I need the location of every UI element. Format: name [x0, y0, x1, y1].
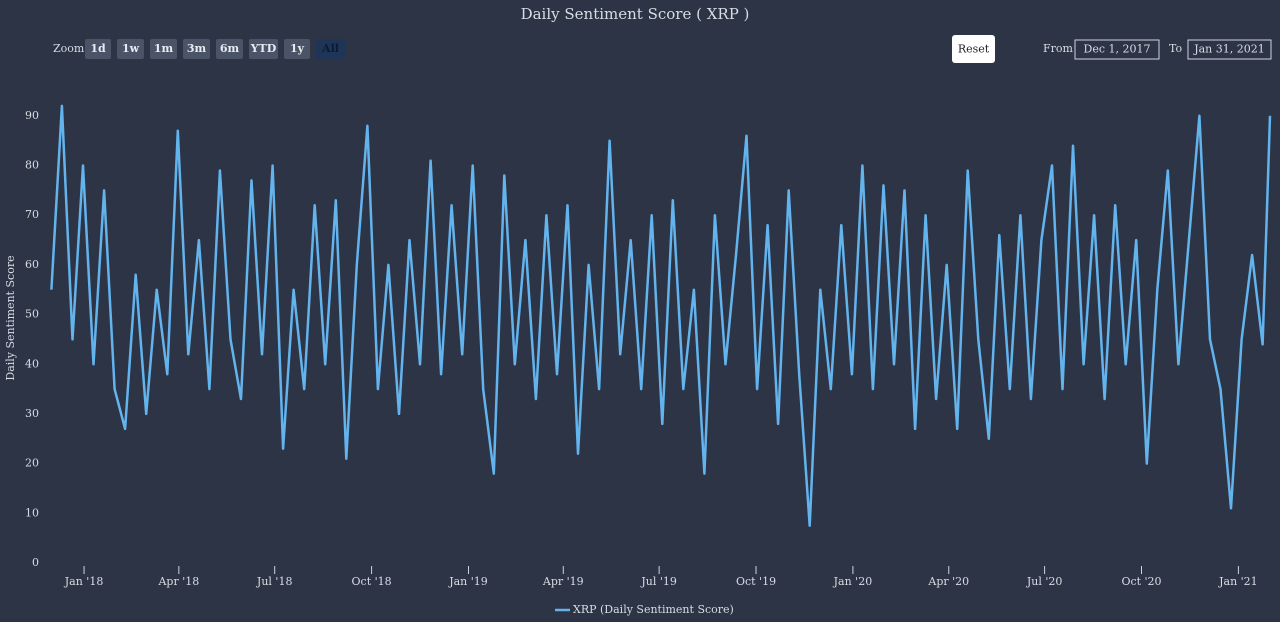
- y-tick-label: 0: [32, 556, 39, 569]
- x-tick-label: Apr '20: [927, 575, 969, 588]
- x-tick-label: Oct '18: [352, 575, 392, 588]
- y-tick-label: 80: [25, 159, 39, 172]
- to-label: To: [1169, 42, 1182, 55]
- reset-button-bg[interactable]: [952, 35, 995, 63]
- zoom-button[interactable]: 1y: [284, 39, 310, 59]
- y-tick-label: 50: [25, 308, 39, 321]
- y-tick-label: 10: [25, 506, 39, 519]
- x-tick-label: Oct '19: [736, 575, 776, 588]
- y-tick-label: 90: [25, 109, 39, 122]
- zoom-button-bg[interactable]: [316, 39, 345, 59]
- zoom-button[interactable]: 1w: [117, 39, 144, 59]
- zoom-button[interactable]: 6m: [216, 39, 243, 59]
- zoom-button-bg[interactable]: [85, 39, 111, 59]
- zoom-button-bg[interactable]: [216, 39, 243, 59]
- reset-label[interactable]: Reset: [958, 43, 990, 56]
- from-input[interactable]: [1074, 39, 1160, 60]
- from-label: From: [1043, 42, 1074, 55]
- zoom-button[interactable]: 3m: [183, 39, 210, 59]
- zoom-button[interactable]: 1m: [150, 39, 177, 59]
- zoom-button-label[interactable]: 1m: [154, 42, 174, 55]
- zoom-button-bg[interactable]: [150, 39, 177, 59]
- x-tick-label: Jul '18: [256, 575, 293, 588]
- from-date[interactable]: Dec 1, 2017: [1084, 43, 1151, 56]
- zoom-button-label[interactable]: 1d: [90, 42, 106, 55]
- zoom-button-label[interactable]: 1w: [122, 42, 140, 55]
- x-tick-label: Apr '18: [157, 575, 199, 588]
- legend-label[interactable]: XRP (Daily Sentiment Score): [573, 603, 734, 616]
- x-tick-label: Oct '20: [1121, 575, 1161, 588]
- zoom-button-label[interactable]: All: [321, 42, 339, 55]
- zoom-button[interactable]: All: [316, 39, 345, 59]
- x-tick-label: Jan '19: [448, 575, 488, 588]
- y-tick-label: 70: [25, 208, 39, 221]
- x-tick-label: Jan '18: [64, 575, 104, 588]
- y-tick-label: 40: [25, 357, 39, 370]
- zoom-button-label[interactable]: 6m: [220, 42, 240, 55]
- y-tick-label: 30: [25, 407, 39, 420]
- zoom-button-bg[interactable]: [249, 39, 278, 59]
- zoom-button-label[interactable]: 3m: [187, 42, 207, 55]
- zoom-button[interactable]: 1d: [85, 39, 111, 59]
- zoom-button-label[interactable]: 1y: [290, 42, 305, 55]
- data-line: [50, 104, 1272, 527]
- reset-button[interactable]: Reset: [952, 35, 995, 63]
- chart-title: Daily Sentiment Score ( XRP ): [521, 5, 750, 23]
- zoom-button-bg[interactable]: [183, 39, 210, 59]
- zoom-label: Zoom: [53, 42, 85, 55]
- x-tick-label: Jul '19: [640, 575, 677, 588]
- x-tick-label: Jan '21: [1218, 575, 1258, 588]
- x-tick-label: Apr '19: [542, 575, 584, 588]
- zoom-button-bg[interactable]: [117, 39, 144, 59]
- x-tick-label: Jan '20: [833, 575, 873, 588]
- y-tick-label: 60: [25, 258, 39, 271]
- zoom-button-label[interactable]: YTD: [250, 42, 277, 55]
- to-input[interactable]: [1187, 39, 1272, 60]
- to-date[interactable]: Jan 31, 2021: [1193, 43, 1265, 56]
- zoom-button-bg[interactable]: [284, 39, 310, 59]
- zoom-button[interactable]: YTD: [249, 39, 278, 59]
- x-tick-label: Jul '20: [1026, 575, 1063, 588]
- y-axis-title: Daily Sentiment Score: [4, 255, 17, 380]
- y-tick-label: 20: [25, 457, 39, 470]
